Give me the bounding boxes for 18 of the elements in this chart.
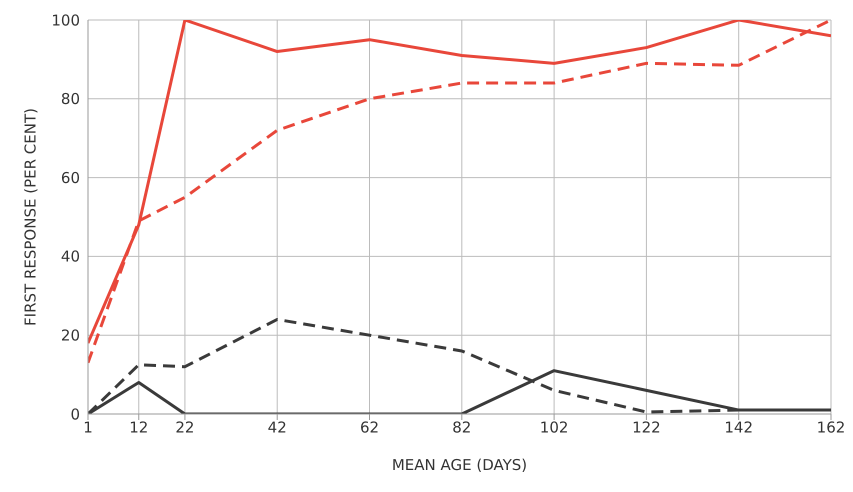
y-axis-title: FIRST RESPONSE (PER CENT) [21, 108, 40, 326]
x-tick-label: 42 [268, 418, 287, 437]
x-tick-label: 122 [632, 418, 661, 437]
x-axis-title: MEAN AGE (DAYS) [392, 456, 528, 474]
x-tick-label: 62 [360, 418, 380, 437]
x-tick-label: 22 [175, 418, 194, 437]
y-tick-label: 40 [60, 248, 80, 266]
x-tick-label: 12 [129, 418, 148, 437]
y-tick-label: 60 [60, 168, 80, 187]
x-tick-label: 102 [540, 418, 568, 437]
y-tick-label: 20 [60, 326, 80, 345]
y-tick-label: 100 [51, 11, 80, 30]
x-tick-label: 82 [452, 418, 472, 437]
y-tick-label: 0 [70, 405, 80, 424]
x-tick-label: 1 [83, 418, 93, 437]
y-tick-label: 80 [60, 90, 80, 108]
x-tick-label: 162 [816, 418, 846, 437]
x-tick-label: 142 [724, 418, 754, 437]
